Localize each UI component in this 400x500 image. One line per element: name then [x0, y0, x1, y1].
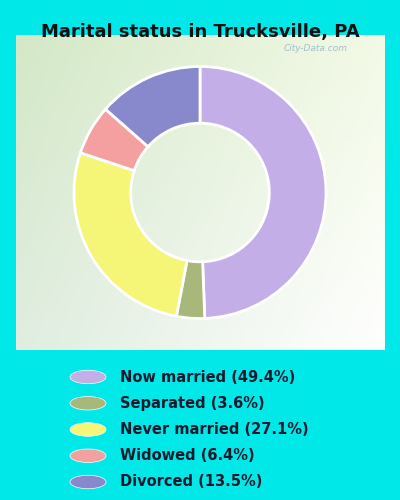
- Wedge shape: [176, 260, 205, 318]
- Wedge shape: [200, 66, 326, 318]
- Text: Marital status in Trucksville, PA: Marital status in Trucksville, PA: [41, 22, 359, 40]
- Text: City-Data.com: City-Data.com: [284, 44, 348, 54]
- Text: Now married (49.4%): Now married (49.4%): [120, 370, 295, 384]
- Wedge shape: [106, 66, 200, 146]
- Text: Never married (27.1%): Never married (27.1%): [120, 422, 309, 437]
- Wedge shape: [74, 153, 187, 316]
- Circle shape: [70, 475, 106, 489]
- Text: Widowed (6.4%): Widowed (6.4%): [120, 448, 255, 463]
- Circle shape: [70, 370, 106, 384]
- Text: Separated (3.6%): Separated (3.6%): [120, 396, 265, 411]
- Circle shape: [70, 449, 106, 462]
- Text: Divorced (13.5%): Divorced (13.5%): [120, 474, 262, 490]
- Circle shape: [70, 423, 106, 436]
- Circle shape: [70, 396, 106, 410]
- Wedge shape: [80, 109, 148, 170]
